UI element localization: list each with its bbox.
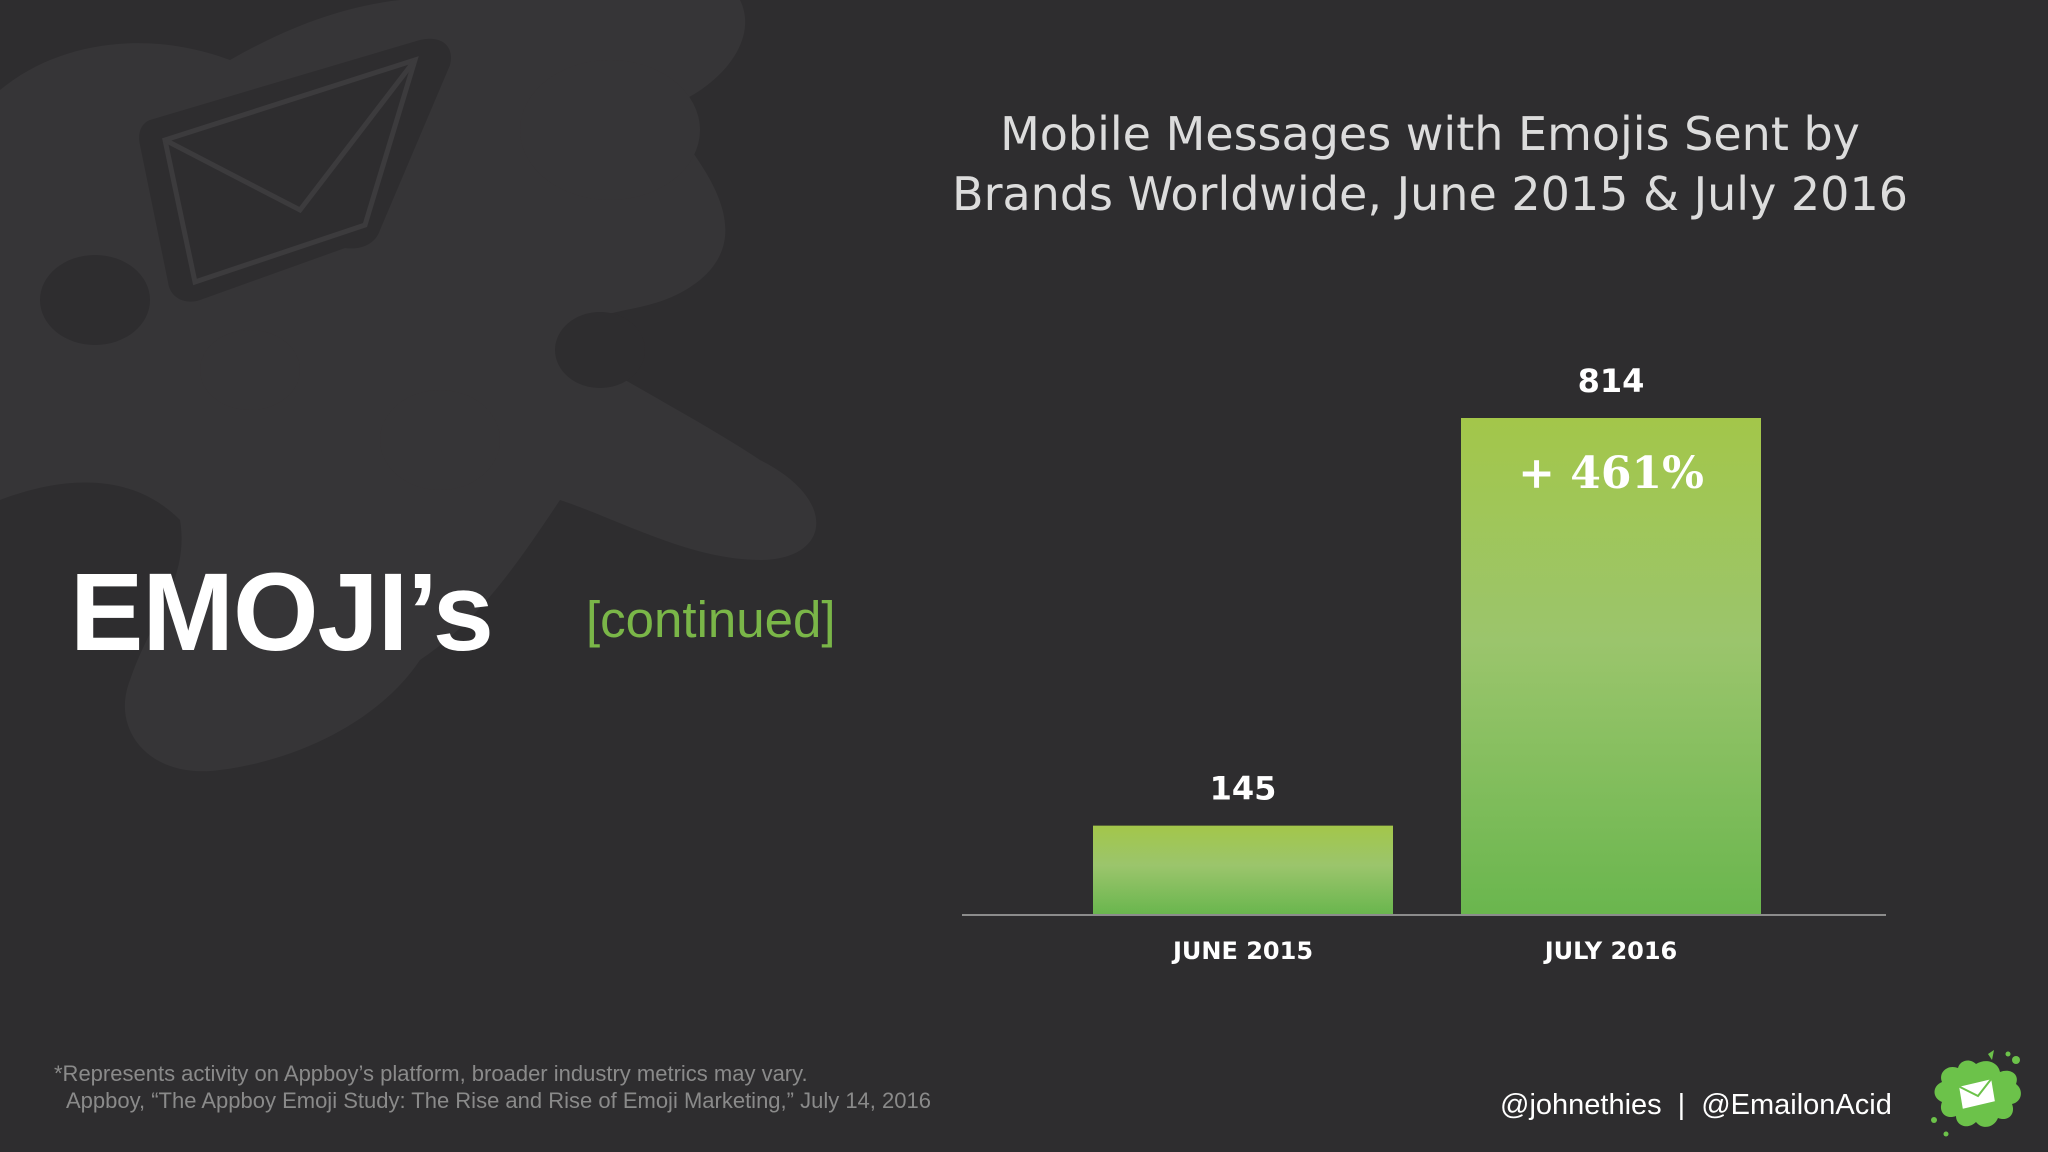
background-splat-icon — [0, 0, 817, 772]
bar-july-2016 — [1461, 418, 1761, 914]
social-handles: @johnethies | @EmailonAcid — [1500, 1088, 1892, 1122]
footnote-source: Appboy, “The Appboy Emoji Study: The Ris… — [66, 1088, 931, 1113]
growth-annotation: + 461% — [1518, 448, 1704, 499]
slide-heading: EMOJI’s — [70, 551, 494, 674]
chart-title-line-2: Brands Worldwide, June 2015 & July 2016 — [952, 167, 1908, 221]
handle-emailonacid: @EmailonAcid — [1701, 1089, 1892, 1121]
slide-subheading: [continued] — [586, 591, 836, 648]
bar-value-label: 814 — [1578, 362, 1645, 400]
handle-johnethies: @johnethies — [1500, 1089, 1662, 1121]
chart-title-line-1: Mobile Messages with Emojis Sent by — [1000, 107, 1860, 161]
handle-separator: | — [1677, 1089, 1686, 1121]
x-tick-label: JULY 2016 — [1543, 937, 1678, 965]
bar-value-label: 145 — [1210, 770, 1277, 808]
footnote-disclaimer: *Represents activity on Appboy’s platfor… — [54, 1061, 808, 1086]
chart-title: Mobile Messages with Emojis Sent by Bran… — [930, 104, 1930, 224]
envelope-splat-icon — [1931, 1050, 2021, 1137]
footnote: *Represents activity on Appboy’s platfor… — [54, 1060, 931, 1114]
x-tick-label: JUNE 2015 — [1171, 937, 1313, 965]
bar-june-2015 — [1093, 825, 1393, 914]
